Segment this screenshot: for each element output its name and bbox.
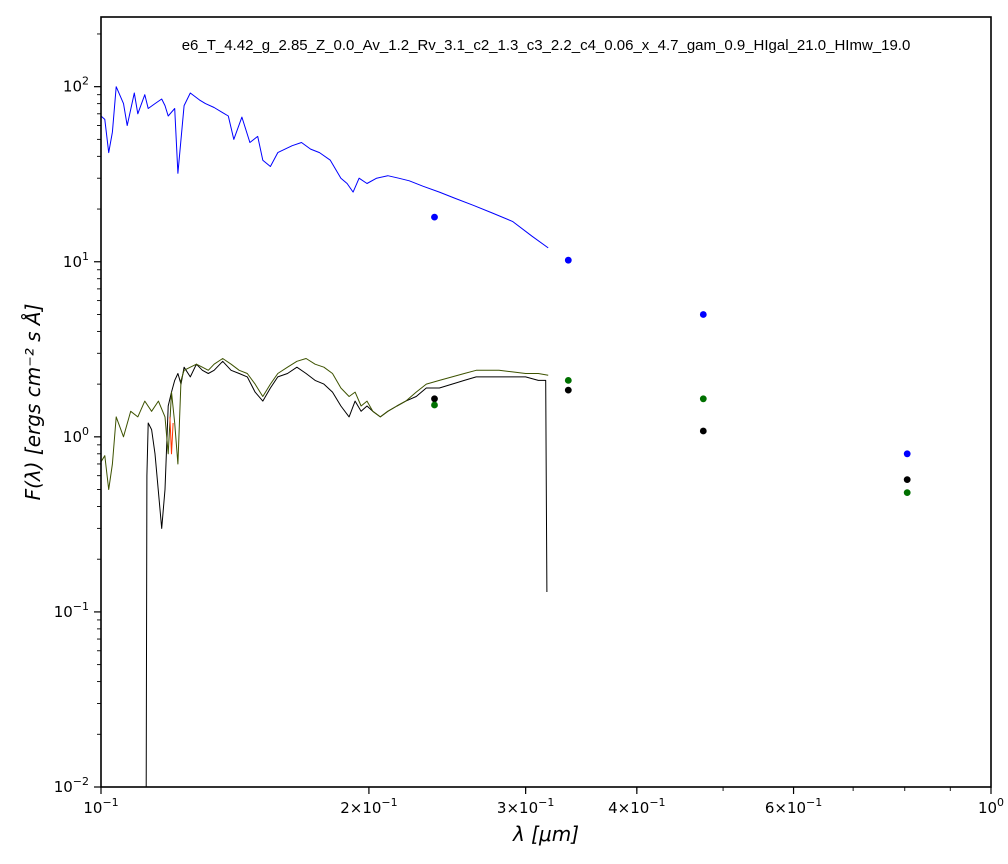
- data-point-s4-1: [564, 256, 572, 264]
- x-axis-label: λ [μm]: [512, 822, 579, 846]
- data-point-s5-0: [431, 395, 438, 403]
- series-line-1: [145, 360, 548, 788]
- data-point-s6-2: [699, 395, 707, 403]
- series-layer: [100, 86, 549, 788]
- x-tick-label-0: 10−1: [83, 796, 118, 817]
- points-layer: [431, 213, 911, 496]
- y-axis-label: F(λ) [ergs cm⁻² s Å]: [21, 304, 45, 501]
- data-point-s5-2: [699, 427, 707, 435]
- series-line-3: [169, 416, 174, 455]
- x-tick-label-5: 100: [978, 796, 1004, 817]
- data-point-s4-0: [431, 213, 438, 221]
- series-line-0: [100, 86, 549, 249]
- x-tick-label-4: 6×10−1: [765, 796, 822, 817]
- y-tick-label-0: 10−2: [54, 775, 89, 796]
- chart-title: e6_T_4.42_g_2.85_Z_0.0_Av_1.2_Rv_3.1_c2_…: [182, 37, 911, 54]
- data-point-s6-3: [903, 489, 911, 496]
- data-point-s6-0: [431, 401, 438, 409]
- data-point-s4-2: [699, 311, 707, 318]
- data-point-s5-1: [564, 386, 572, 394]
- plot-frame: [100, 16, 992, 788]
- x-tick-label-2: 3×10−1: [497, 796, 554, 817]
- series-line-2: [100, 358, 549, 490]
- data-point-s6-1: [564, 377, 572, 384]
- data-point-s4-3: [903, 450, 911, 458]
- x-tick-label-1: 2×10−1: [340, 796, 397, 817]
- ticks-layer: 10−1 2×10−1 3×10−1 4×10−1 6×10−1 10010−210−11…: [54, 33, 1004, 817]
- y-tick-label-1: 10−1: [54, 600, 89, 621]
- y-tick-label-3: 101: [63, 250, 89, 271]
- y-tick-label-4: 102: [63, 75, 89, 96]
- y-tick-label-2: 100: [63, 425, 89, 446]
- x-tick-label-3: 4×10−1: [608, 796, 665, 817]
- data-point-s5-3: [903, 476, 911, 483]
